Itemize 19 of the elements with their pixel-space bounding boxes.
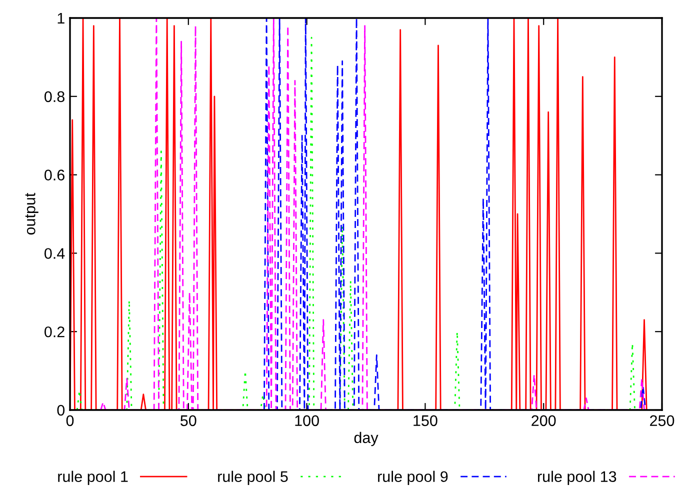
legend-label: rule pool 13 xyxy=(538,470,616,486)
y-tick-label: 0.6 xyxy=(44,170,64,180)
x-tick-label: 250 xyxy=(650,415,674,426)
x-tick-label: 150 xyxy=(414,415,438,426)
y-tick-label: 1 xyxy=(58,13,64,24)
x-tick-label: 0 xyxy=(66,415,74,426)
y-axis-title: output xyxy=(25,192,38,235)
y-tick-label: 0.2 xyxy=(44,326,64,338)
y-tick-label: 0 xyxy=(57,404,65,416)
legend-label: rule pool 1 xyxy=(58,470,128,486)
x-tick-label: 100 xyxy=(295,415,319,426)
line-series xyxy=(263,18,646,410)
x-tick-label: 50 xyxy=(180,415,196,426)
legend-label: rule pool 9 xyxy=(378,470,448,486)
y-tick-label: 0.4 xyxy=(44,248,65,259)
x-tick-label: 200 xyxy=(532,415,556,426)
x-axis-title: day xyxy=(354,432,378,446)
y-tick-label: 0.8 xyxy=(44,91,64,102)
legend-label: rule pool 5 xyxy=(218,470,288,486)
